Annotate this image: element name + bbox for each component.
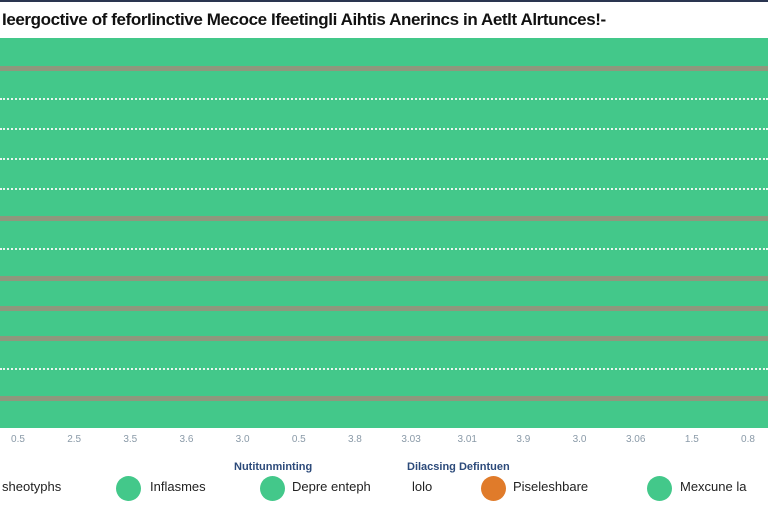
gridline-solid — [0, 306, 768, 311]
gridline-dotted — [0, 158, 768, 160]
legend-group-1: Nutitunminting — [234, 461, 313, 473]
legend-label: sheotyphs — [2, 479, 62, 494]
x-tick-label: 3.6 — [179, 434, 194, 445]
legend-label: Piseleshbare — [513, 479, 589, 494]
x-tick-label: 0.8 — [741, 434, 755, 445]
gridline-solid — [0, 216, 768, 221]
legend-label: Inflasmes — [150, 479, 206, 494]
x-tick-label: 3.0 — [235, 434, 250, 445]
legend-label: Mexcune la — [680, 479, 747, 494]
legend-swatch — [260, 476, 285, 501]
gridline-dotted — [0, 368, 768, 370]
x-tick-label: 3.06 — [625, 434, 646, 445]
gridline-solid — [0, 66, 768, 71]
x-tick-label: 3.5 — [123, 434, 138, 445]
legend-label: Depre enteph — [292, 479, 371, 494]
x-tick-label: 0.5 — [291, 434, 306, 445]
chart-title: Ieergoctive of feforIinctive Mecoce Ifee… — [2, 10, 606, 29]
gridline-dotted — [0, 98, 768, 100]
gridline-dotted — [0, 188, 768, 190]
x-tick-label: 3.0 — [572, 434, 587, 445]
legend-group-2: Dilacsing Defintuen — [407, 461, 510, 473]
x-tick-label: 3.03 — [401, 434, 421, 445]
gridline-solid — [0, 336, 768, 341]
x-tick-label: 3.9 — [516, 434, 531, 445]
gridline-solid — [0, 396, 768, 401]
gridline-dotted — [0, 248, 768, 250]
x-tick-label: 3.8 — [347, 434, 362, 445]
x-tick-label: 1.5 — [684, 434, 699, 445]
gridline-dotted — [0, 128, 768, 130]
top-border — [0, 0, 768, 2]
legend-label: lolo — [412, 479, 433, 494]
legend-swatch — [116, 476, 141, 501]
x-tick-label: 2.5 — [67, 434, 82, 445]
x-tick-label: 3.01 — [457, 434, 477, 445]
gridline-solid — [0, 276, 768, 281]
plot-area — [0, 38, 768, 428]
x-tick-label: 0.5 — [11, 434, 25, 445]
legend-swatch — [647, 476, 672, 501]
legend-swatch — [481, 476, 506, 501]
